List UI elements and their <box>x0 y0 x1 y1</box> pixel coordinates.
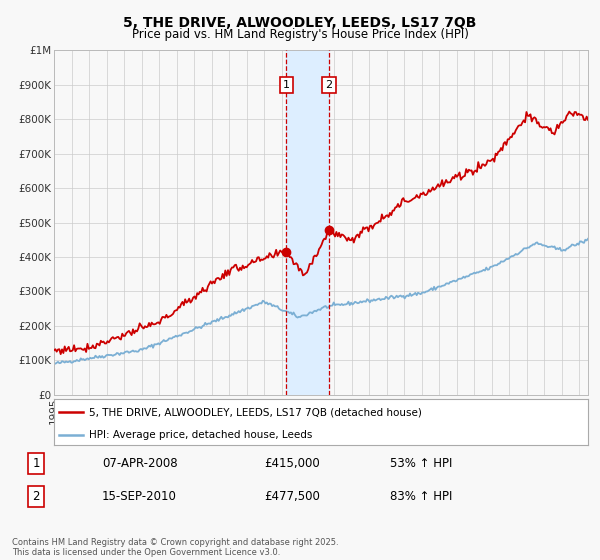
Text: 15-SEP-2010: 15-SEP-2010 <box>102 490 177 503</box>
Text: 53% ↑ HPI: 53% ↑ HPI <box>390 457 452 470</box>
Text: Price paid vs. HM Land Registry's House Price Index (HPI): Price paid vs. HM Land Registry's House … <box>131 28 469 41</box>
Text: 2: 2 <box>325 80 332 90</box>
Text: Contains HM Land Registry data © Crown copyright and database right 2025.
This d: Contains HM Land Registry data © Crown c… <box>12 538 338 557</box>
Text: 83% ↑ HPI: 83% ↑ HPI <box>390 490 452 503</box>
Text: 1: 1 <box>32 457 40 470</box>
Text: HPI: Average price, detached house, Leeds: HPI: Average price, detached house, Leed… <box>89 430 312 440</box>
Text: 5, THE DRIVE, ALWOODLEY, LEEDS, LS17 7QB: 5, THE DRIVE, ALWOODLEY, LEEDS, LS17 7QB <box>124 16 476 30</box>
Text: 1: 1 <box>283 80 290 90</box>
Bar <box>286 50 329 395</box>
Text: £415,000: £415,000 <box>264 457 320 470</box>
Text: £477,500: £477,500 <box>264 490 320 503</box>
Text: 5, THE DRIVE, ALWOODLEY, LEEDS, LS17 7QB (detached house): 5, THE DRIVE, ALWOODLEY, LEEDS, LS17 7QB… <box>89 407 422 417</box>
Text: 2: 2 <box>32 490 40 503</box>
Text: 07-APR-2008: 07-APR-2008 <box>102 457 178 470</box>
